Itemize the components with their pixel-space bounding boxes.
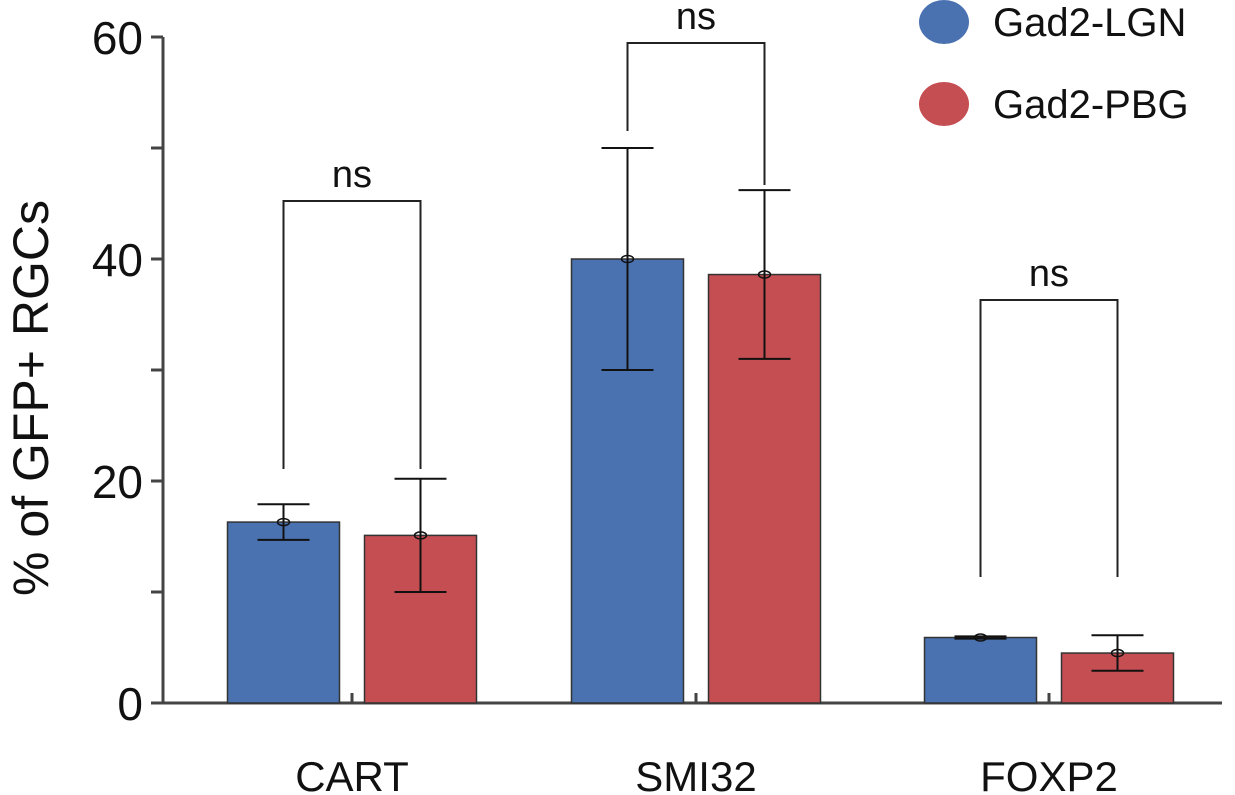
bar-gad2-lgn [923, 636, 1038, 704]
significance-bracket [282, 200, 422, 469]
axes: 0 20 40 60 CART SMI32 FOXP2 [92, 12, 1222, 795]
legend-label: Gad2-PBG [993, 83, 1189, 127]
mean-marker [620, 254, 635, 264]
legend-marker [919, 82, 969, 126]
error-bars [257, 147, 1144, 672]
significance-label: ns [1029, 253, 1069, 295]
mean-marker [1110, 648, 1125, 658]
significance-label: ns [676, 0, 716, 38]
significance-bracket [626, 42, 766, 185]
x-tick-label: SMI32 [635, 753, 756, 795]
mean-marker [757, 270, 772, 279]
mean-marker [413, 531, 428, 540]
y-tick-label: 40 [92, 234, 143, 286]
legend-marker [919, 0, 969, 44]
y-tick-label: 20 [92, 456, 143, 508]
y-tick-label: 0 [117, 678, 143, 730]
bars [226, 258, 1175, 704]
y-axis-label: % of GFP+ RGCs [3, 200, 59, 596]
significance-bracket [979, 299, 1119, 577]
mean-marker [973, 633, 988, 642]
bar-gad2-pbg [363, 534, 478, 704]
significance-label: ns [332, 154, 372, 196]
mean-marker [276, 517, 291, 527]
legend: Gad2-LGN Gad2-PBG [919, 0, 1189, 127]
x-tick-label: FOXP2 [980, 753, 1118, 795]
significance-annotations: ns ns ns [282, 0, 1119, 577]
y-tick-label: 60 [92, 12, 143, 64]
x-tick-label: CART [295, 753, 409, 795]
legend-label: Gad2-LGN [993, 1, 1186, 45]
bar-gad2-lgn [226, 521, 341, 704]
